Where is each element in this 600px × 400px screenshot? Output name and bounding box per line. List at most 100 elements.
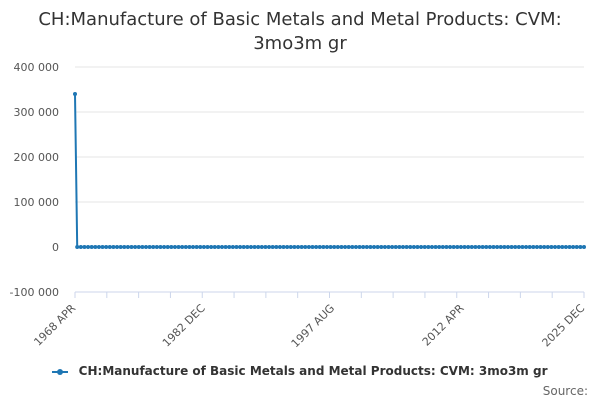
data-point[interactable] xyxy=(248,245,253,249)
data-point[interactable] xyxy=(227,245,232,249)
data-point[interactable] xyxy=(317,245,322,249)
data-point[interactable] xyxy=(466,245,471,249)
data-point[interactable] xyxy=(111,245,116,249)
data-point[interactable] xyxy=(462,245,467,249)
data-point[interactable] xyxy=(582,245,586,249)
data-point[interactable] xyxy=(93,245,98,249)
data-point[interactable] xyxy=(527,245,532,249)
data-point[interactable] xyxy=(288,245,293,249)
data-point[interactable] xyxy=(306,245,311,249)
data-point[interactable] xyxy=(422,245,427,249)
data-point[interactable] xyxy=(505,245,510,249)
data-point[interactable] xyxy=(274,245,279,249)
data-point[interactable] xyxy=(314,245,319,249)
data-point[interactable] xyxy=(198,245,203,249)
data-point[interactable] xyxy=(487,245,492,249)
data-point[interactable] xyxy=(136,245,141,249)
data-point[interactable] xyxy=(252,245,257,249)
data-point[interactable] xyxy=(180,245,185,249)
data-point[interactable] xyxy=(78,245,83,249)
data-point[interactable] xyxy=(158,245,163,249)
data-point[interactable] xyxy=(419,245,424,249)
data-point[interactable] xyxy=(368,245,373,249)
data-point[interactable] xyxy=(397,245,402,249)
data-point[interactable] xyxy=(393,245,398,249)
data-point[interactable] xyxy=(498,245,503,249)
data-point[interactable] xyxy=(299,245,304,249)
data-point[interactable] xyxy=(96,245,101,249)
data-point[interactable] xyxy=(553,245,558,249)
data-point[interactable] xyxy=(531,245,536,249)
data-point-peak[interactable] xyxy=(73,92,77,96)
data-point[interactable] xyxy=(372,245,377,249)
data-point[interactable] xyxy=(205,245,210,249)
data-point[interactable] xyxy=(516,245,521,249)
data-point[interactable] xyxy=(230,245,235,249)
data-point[interactable] xyxy=(520,245,525,249)
data-point[interactable] xyxy=(560,245,565,249)
data-point[interactable] xyxy=(578,245,583,249)
data-point[interactable] xyxy=(473,245,478,249)
data-point[interactable] xyxy=(455,245,460,249)
legend[interactable]: CH:Manufacture of Basic Metals and Metal… xyxy=(0,364,600,378)
data-point[interactable] xyxy=(104,245,109,249)
data-point[interactable] xyxy=(296,245,301,249)
data-point[interactable] xyxy=(332,245,337,249)
data-point[interactable] xyxy=(324,245,329,249)
data-point[interactable] xyxy=(513,245,518,249)
data-point[interactable] xyxy=(339,245,344,249)
data-point[interactable] xyxy=(408,245,413,249)
data-point[interactable] xyxy=(245,245,250,249)
data-point[interactable] xyxy=(542,245,547,249)
data-point[interactable] xyxy=(281,245,286,249)
data-point[interactable] xyxy=(125,245,130,249)
data-point[interactable] xyxy=(444,245,449,249)
data-point[interactable] xyxy=(75,245,80,249)
data-point[interactable] xyxy=(234,245,239,249)
data-point[interactable] xyxy=(303,245,308,249)
data-point[interactable] xyxy=(216,245,221,249)
data-point[interactable] xyxy=(277,245,282,249)
data-point[interactable] xyxy=(448,245,453,249)
data-point[interactable] xyxy=(386,245,391,249)
data-point[interactable] xyxy=(390,245,395,249)
data-point[interactable] xyxy=(187,245,192,249)
data-point[interactable] xyxy=(477,245,482,249)
data-point[interactable] xyxy=(191,245,196,249)
data-point[interactable] xyxy=(172,245,177,249)
data-point[interactable] xyxy=(201,245,206,249)
data-point[interactable] xyxy=(502,245,507,249)
data-point[interactable] xyxy=(401,245,406,249)
data-point[interactable] xyxy=(335,245,340,249)
data-point[interactable] xyxy=(220,245,225,249)
data-point[interactable] xyxy=(86,245,91,249)
data-point[interactable] xyxy=(328,245,333,249)
data-point[interactable] xyxy=(285,245,290,249)
data-point[interactable] xyxy=(458,245,463,249)
data-point[interactable] xyxy=(292,245,297,249)
data-point[interactable] xyxy=(563,245,568,249)
data-point[interactable] xyxy=(129,245,134,249)
data-point[interactable] xyxy=(343,245,348,249)
data-point[interactable] xyxy=(321,245,326,249)
data-point[interactable] xyxy=(118,245,123,249)
data-point[interactable] xyxy=(404,245,409,249)
data-point[interactable] xyxy=(382,245,387,249)
data-point[interactable] xyxy=(574,245,579,249)
data-point[interactable] xyxy=(82,245,87,249)
data-point[interactable] xyxy=(223,245,228,249)
data-point[interactable] xyxy=(440,245,445,249)
data-point[interactable] xyxy=(451,245,456,249)
data-point[interactable] xyxy=(411,245,416,249)
data-point[interactable] xyxy=(270,245,275,249)
data-point[interactable] xyxy=(346,245,351,249)
data-point[interactable] xyxy=(556,245,561,249)
data-point[interactable] xyxy=(194,245,199,249)
data-point[interactable] xyxy=(571,245,576,249)
data-point[interactable] xyxy=(437,245,442,249)
data-point[interactable] xyxy=(379,245,384,249)
data-point[interactable] xyxy=(350,245,355,249)
data-point[interactable] xyxy=(429,245,434,249)
data-point[interactable] xyxy=(115,245,120,249)
data-point[interactable] xyxy=(259,245,264,249)
